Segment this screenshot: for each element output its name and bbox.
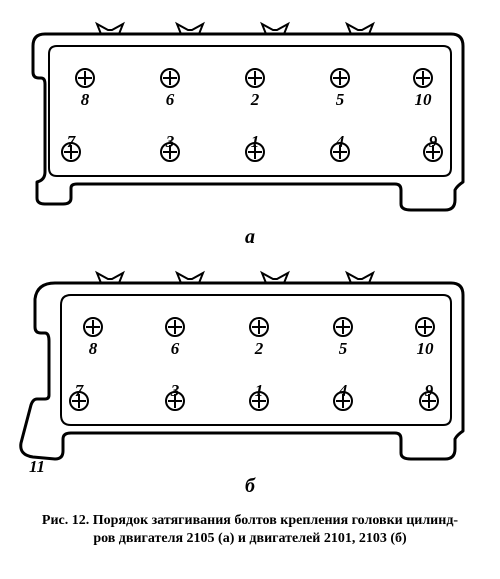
bolt-marker (82, 316, 104, 338)
bolt-number-label: 3 (166, 132, 175, 152)
bolt-number-label: 3 (171, 381, 180, 401)
bolt-marker (244, 67, 266, 89)
bolt-torque-diagram: 8 6 2 5 10 7 3 1 4 9 а (10, 12, 490, 547)
bolt-number-label: 9 (429, 132, 438, 152)
bolt-marker (74, 67, 96, 89)
bolt-number-label: 2 (251, 90, 260, 110)
figure-caption: Рис. 12. Порядок затягивания болтов креп… (15, 512, 485, 547)
panel-a-svg (15, 12, 485, 222)
bolt-number-label: 7 (67, 132, 76, 152)
bolt-number-label: 8 (81, 90, 90, 110)
bolt-number-label: 10 (417, 339, 434, 359)
panel-b-svg (15, 261, 485, 471)
bolt-number-label: 2 (255, 339, 264, 359)
panel-a-label: а (10, 226, 490, 249)
panel-a: 8 6 2 5 10 7 3 1 4 9 (15, 12, 485, 222)
bolt-marker (159, 67, 181, 89)
bolt-number-label: 5 (339, 339, 348, 359)
bolt-marker (332, 316, 354, 338)
bolt-number-label: 8 (89, 339, 98, 359)
bolt-marker (164, 316, 186, 338)
bolt-number-label: 1 (255, 381, 264, 401)
bolt-number-label: 1 (251, 132, 260, 152)
caption-line2: ров двигателя 2105 (а) и двигателей 2101… (93, 531, 406, 546)
bolt-marker (248, 316, 270, 338)
bolt-number-label: 6 (171, 339, 180, 359)
bolt-number-label: 9 (425, 381, 434, 401)
caption-line1: Рис. 12. Порядок затягивания болтов креп… (42, 513, 458, 528)
bolt-number-label: 5 (336, 90, 345, 110)
bolt-number-label: 4 (339, 381, 348, 401)
panel-b: 8 6 2 5 10 7 3 1 4 911 (15, 261, 485, 471)
bolt-number-label: 7 (75, 381, 84, 401)
bolt-number-label: 4 (336, 132, 345, 152)
bolt-marker (414, 316, 436, 338)
extra-label: 11 (29, 457, 45, 477)
bolt-marker (412, 67, 434, 89)
bolt-number-label: 6 (166, 90, 175, 110)
bolt-number-label: 10 (415, 90, 432, 110)
bolt-marker (329, 67, 351, 89)
panel-b-label: б (10, 475, 490, 498)
